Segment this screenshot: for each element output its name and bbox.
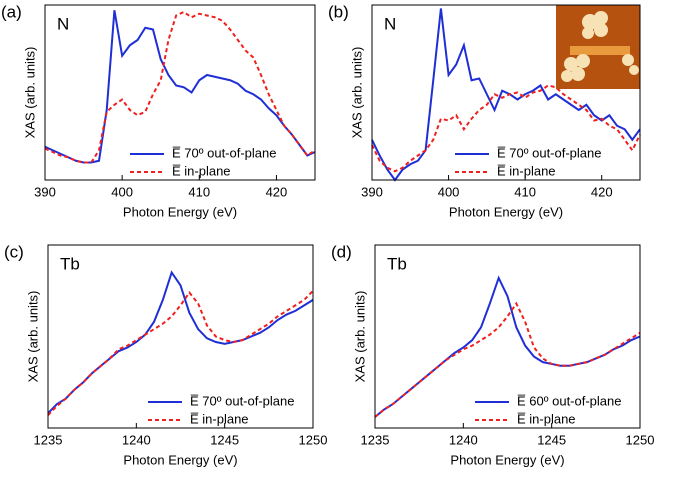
x-tick-label: 1240 (449, 432, 478, 447)
legend-label: E̅ 70º out-of-plane (172, 145, 276, 160)
x-tick-label: 1250 (626, 432, 655, 447)
x-tick-label: 400 (438, 184, 460, 199)
legend-label: E̅ 60º out-of-plane (517, 393, 621, 408)
legend-label: E̅ in-plane (172, 163, 231, 178)
panel-label: (c) (4, 242, 24, 261)
x-tick-label: 410 (514, 184, 536, 199)
stm-inset (556, 5, 640, 89)
x-tick-label: 1240 (122, 432, 151, 447)
panel-label: (d) (331, 242, 352, 261)
x-tick-label: 1235 (34, 432, 63, 447)
x-tick-label: 1250 (299, 432, 328, 447)
x-tick-label: 1245 (537, 432, 566, 447)
y-axis-label: XAS (arb. units) (349, 47, 364, 139)
y-axis-label: XAS (arb. units) (25, 291, 40, 383)
x-tick-label: 420 (591, 184, 613, 199)
x-tick-label: 1245 (210, 432, 239, 447)
legend-label: E̅ 70º out-of-plane (190, 393, 294, 408)
y-axis-label: XAS (arb. units) (352, 291, 367, 383)
x-tick-label: 390 (34, 184, 56, 199)
panel-label: (b) (328, 2, 349, 21)
x-tick-label: 1235 (361, 432, 390, 447)
legend-label: E̅ in-plane (497, 163, 556, 178)
x-axis-label: Photon Energy (eV) (123, 204, 237, 219)
panel-annotation: Tb (387, 254, 407, 273)
x-axis-label: Photon Energy (eV) (449, 204, 563, 219)
figure: 390 400 410 420 Photon Energy (eV) XAS (arb. … (0, 0, 676, 477)
panel-annotation: Tb (60, 254, 80, 273)
x-tick-label: 420 (266, 184, 288, 199)
y-axis-label: XAS (arb. units) (22, 47, 37, 139)
x-axis-label: Photon Energy (eV) (450, 452, 564, 467)
legend-label: E̅ in-plane (517, 411, 576, 426)
inset-wire (570, 46, 630, 55)
x-axis-label: Photon Energy (eV) (123, 452, 237, 467)
legend-label: E̅ in-plane (190, 411, 249, 426)
panel-label: (a) (1, 2, 22, 21)
x-tick-label: 410 (188, 184, 210, 199)
series-line (45, 10, 315, 162)
panel-annotation: N (57, 14, 69, 33)
legend-label: E̅ 70º out-of-plane (497, 145, 601, 160)
panel-annotation: N (384, 14, 396, 33)
x-tick-label: 390 (361, 184, 383, 199)
x-tick-label: 400 (111, 184, 133, 199)
series-line (48, 272, 313, 413)
